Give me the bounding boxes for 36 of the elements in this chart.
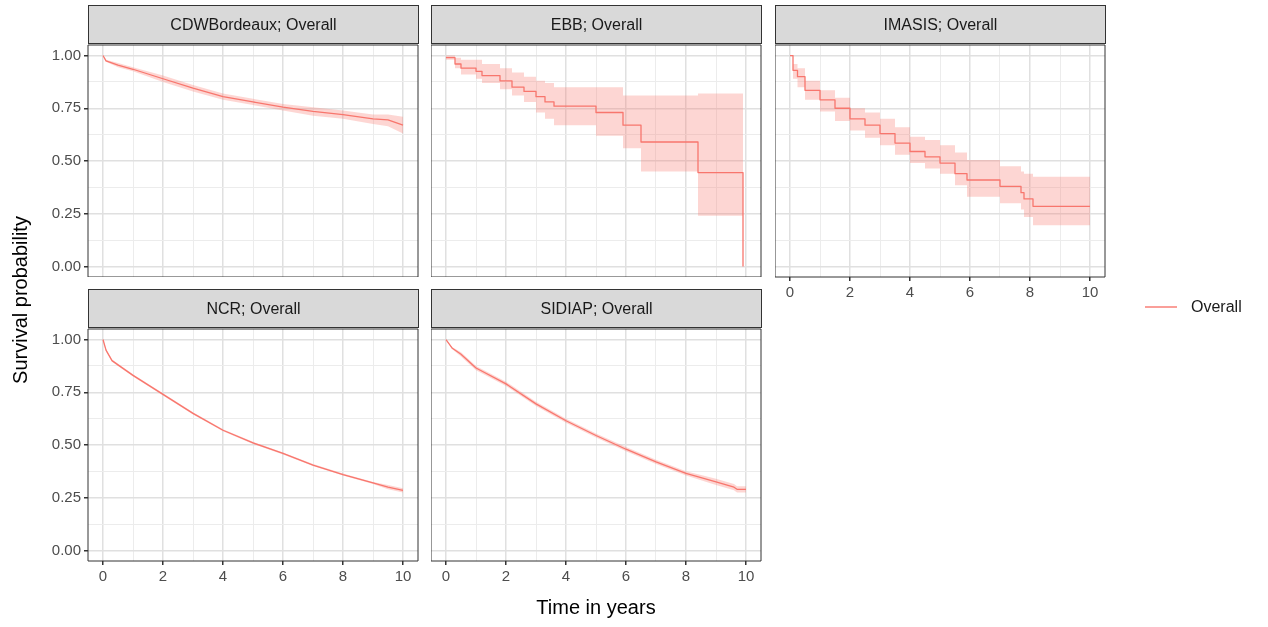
x-tick-label: 4	[218, 567, 228, 585]
x-tick-label: 6	[621, 567, 631, 585]
y-tick-label: 0.25	[51, 487, 81, 505]
chart-title: SIDIAP; Overall	[431, 289, 762, 328]
x-tick-label: 8	[338, 567, 348, 585]
x-tick-label: 10	[394, 567, 412, 585]
y-tick-label: 0.75	[51, 382, 81, 400]
y-tick-label: 0.75	[51, 98, 81, 116]
x-axis-title: Time in years	[536, 595, 656, 619]
x-tick-label: 0	[98, 567, 108, 585]
legend-label: Overall	[1191, 298, 1242, 316]
x-tick-label: 4	[905, 283, 915, 301]
x-tick-label: 0	[785, 283, 795, 301]
y-tick-label: 1.00	[51, 45, 81, 63]
chart-title: EBB; Overall	[431, 5, 762, 44]
y-tick-label: 0.25	[51, 203, 81, 221]
x-tick-label: 2	[158, 567, 168, 585]
y-axis-title: Survival probability	[8, 216, 32, 384]
y-tick-label: 1.00	[51, 329, 81, 347]
x-tick-label: 0	[441, 567, 451, 585]
y-tick-label: 0.50	[51, 151, 81, 169]
x-tick-label: 2	[845, 283, 855, 301]
x-tick-label: 6	[278, 567, 288, 585]
y-tick-label: 0.00	[51, 540, 81, 558]
chart-title: IMASIS; Overall	[775, 5, 1106, 44]
x-tick-label: 10	[1081, 283, 1099, 301]
x-tick-label: 10	[737, 567, 755, 585]
x-tick-label: 6	[965, 283, 975, 301]
x-tick-label: 2	[501, 567, 511, 585]
chart-title: CDWBordeaux; Overall	[88, 5, 419, 44]
chart-title: NCR; Overall	[88, 289, 419, 328]
x-tick-label: 4	[561, 567, 571, 585]
y-tick-label: 0.00	[51, 256, 81, 274]
x-tick-label: 8	[1025, 283, 1035, 301]
y-tick-label: 0.50	[51, 435, 81, 453]
x-tick-label: 8	[681, 567, 691, 585]
